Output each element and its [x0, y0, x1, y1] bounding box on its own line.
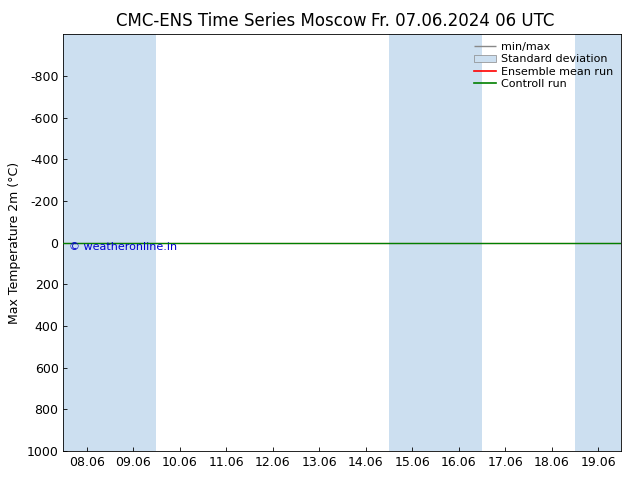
Text: © weatheronline.in: © weatheronline.in: [69, 242, 177, 252]
Bar: [110, 34, 157, 451]
Text: CMC-ENS Time Series Moscow: CMC-ENS Time Series Moscow: [115, 12, 366, 30]
Text: Fr. 07.06.2024 06 UTC: Fr. 07.06.2024 06 UTC: [371, 12, 555, 30]
Bar: [389, 34, 436, 451]
Bar: [575, 34, 621, 451]
Bar: [436, 34, 482, 451]
Bar: [63, 34, 110, 451]
Legend: min/max, Standard deviation, Ensemble mean run, Controll run: min/max, Standard deviation, Ensemble me…: [471, 40, 616, 91]
Y-axis label: Max Temperature 2m (°C): Max Temperature 2m (°C): [8, 162, 21, 323]
